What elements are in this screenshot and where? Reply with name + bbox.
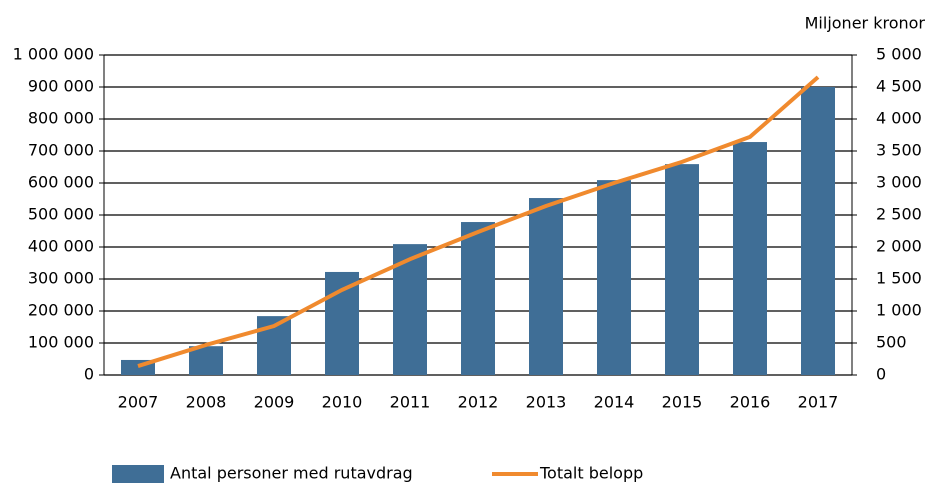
y2-tick-label: 0	[876, 365, 886, 384]
y-tick-label: 800 000	[28, 109, 94, 128]
bar	[665, 164, 699, 375]
y-tick-label: 100 000	[28, 333, 94, 352]
y-tick-label: 200 000	[28, 301, 94, 320]
x-tick-label: 2014	[594, 393, 635, 412]
y2-tick-label: 2 500	[876, 205, 922, 224]
y-tick-label: 600 000	[28, 173, 94, 192]
bar	[801, 87, 835, 375]
y-tick-label: 0	[84, 365, 94, 384]
legend-label: Totalt belopp	[539, 464, 643, 483]
bar	[189, 346, 223, 375]
legend-swatch	[112, 465, 164, 483]
y-tick-label: 1 000 000	[13, 45, 94, 64]
legend-label: Antal personer med rutavdrag	[170, 464, 413, 483]
y2-tick-label: 4 000	[876, 109, 922, 128]
x-tick-label: 2011	[390, 393, 431, 412]
line	[137, 75, 820, 368]
x-tick-label: 2009	[254, 393, 295, 412]
x-tick-label: 2012	[458, 393, 499, 412]
y2-tick-label: 1 000	[876, 301, 922, 320]
x-tick-label: 2016	[730, 393, 771, 412]
y-tick-label: 300 000	[28, 269, 94, 288]
bar	[461, 222, 495, 375]
y2-tick-label: 5 000	[876, 45, 922, 64]
y2-axis-title: Miljoner kronor	[805, 14, 926, 33]
y-tick-label: 500 000	[28, 205, 94, 224]
bar	[325, 271, 359, 375]
bar	[733, 142, 767, 375]
bar	[529, 198, 563, 375]
x-tick-label: 2010	[322, 393, 363, 412]
y-tick-label: 900 000	[28, 77, 94, 96]
y2-tick-label: 500	[876, 333, 907, 352]
x-tick-label: 2017	[798, 393, 839, 412]
y2-tick-label: 3 000	[876, 173, 922, 192]
y2-tick-label: 2 000	[876, 237, 922, 256]
y2-tick-label: 3 500	[876, 141, 922, 160]
y-tick-label: 700 000	[28, 141, 94, 160]
x-tick-label: 2007	[118, 393, 159, 412]
y2-tick-label: 1 500	[876, 269, 922, 288]
x-tick-label: 2015	[662, 393, 703, 412]
x-tick-label: 2008	[186, 393, 227, 412]
y-tick-label: 400 000	[28, 237, 94, 256]
bar	[597, 180, 631, 375]
x-tick-label: 2013	[526, 393, 567, 412]
y2-tick-label: 4 500	[876, 77, 922, 96]
